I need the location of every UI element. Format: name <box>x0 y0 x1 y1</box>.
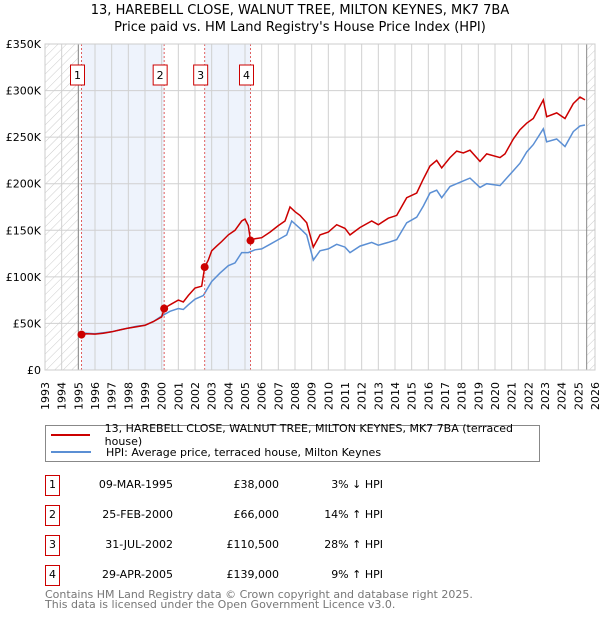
x-tick-label: 2010 <box>322 382 335 410</box>
y-tick-label: £50K <box>13 317 42 330</box>
x-tick-label: 2016 <box>422 382 435 410</box>
price-chart: 1 2 3 4 1993 1994 1995 1996 1997 1998 1999 2000 2001… <box>6 38 600 410</box>
x-tick-label: 1994 <box>56 382 69 410</box>
transaction-number-badge: 4 <box>45 565 60 586</box>
x-tick-label: 2024 <box>556 382 569 410</box>
footer: Contains HM Land Registry data © Crown c… <box>45 588 473 611</box>
sale-marker-box <box>152 64 168 86</box>
y-tick-label: £100K <box>6 271 42 284</box>
y-tick-label: £0 <box>27 364 41 377</box>
x-tick-label: 2018 <box>456 382 469 410</box>
x-tick-label: 1995 <box>72 382 85 410</box>
x-tick-label: 2000 <box>156 382 169 410</box>
transaction-number-badge: 3 <box>45 535 60 556</box>
no-data-region-end <box>586 44 595 370</box>
sale-point <box>160 304 169 313</box>
x-tick-label: 2020 <box>489 382 502 410</box>
x-tick-label: 1998 <box>122 382 135 410</box>
transaction-date: 25-FEB-2000 <box>102 508 173 521</box>
transaction-price: £38,000 <box>233 478 280 491</box>
ownership-shade <box>81 44 165 370</box>
x-tick-label: 1993 <box>39 382 52 410</box>
price-paid-line <box>81 96 586 336</box>
y-tick-label: £350K <box>6 38 42 51</box>
y-tick-label: £150K <box>6 224 42 237</box>
legend: 13, HAREBELL CLOSE, WALNUT TREE, MILTON … <box>45 422 540 462</box>
sale-marker-box <box>193 64 209 86</box>
transaction-hpi-diff: 28% ↑ HPI <box>324 538 383 551</box>
x-tick-label: 1997 <box>106 382 119 410</box>
x-tick-label: 2022 <box>522 382 535 410</box>
x-tick-label: 1999 <box>139 382 152 410</box>
sale-point <box>200 263 209 272</box>
x-tick-label: 2023 <box>539 382 552 410</box>
x-tick-label: 2003 <box>206 382 219 410</box>
legend-label-property: 13, HAREBELL CLOSE, WALNUT TREE, MILTON … <box>104 422 513 448</box>
transaction-date: 29-APR-2005 <box>101 568 173 581</box>
transaction-date: 09-MAR-1995 <box>98 478 173 491</box>
footer-line-2: This data is licensed under the Open Gov… <box>45 598 396 611</box>
legend-item-hpi: HPI: Average price, terraced house, Milt… <box>46 444 381 460</box>
footer-line-1: Contains HM Land Registry data © Crown c… <box>45 588 473 601</box>
sale-marker-box <box>239 64 254 86</box>
x-tick-label: 2007 <box>272 382 285 410</box>
x-tick-label: 2011 <box>339 382 352 410</box>
transaction-hpi-diff: 3% ↓ HPI <box>331 478 383 491</box>
x-tick-label: 2015 <box>406 382 419 410</box>
x-tick-label: 2013 <box>372 382 385 410</box>
ownership-shade <box>204 44 251 370</box>
sale-point <box>246 236 255 245</box>
x-tick-label: 2012 <box>356 382 369 410</box>
x-tick-label: 2017 <box>439 382 452 410</box>
legend-item-property: 13, HAREBELL CLOSE, WALNUT TREE, MILTON … <box>46 422 539 448</box>
transaction-hpi-diff: 14% ↑ HPI <box>324 508 383 521</box>
x-tick-label: 2019 <box>472 382 485 410</box>
plot-frame <box>44 43 596 371</box>
x-tick-label: 2026 <box>589 382 600 410</box>
chart-title: 13, HAREBELL CLOSE, WALNUT TREE, MILTON … <box>90 3 510 18</box>
transaction-hpi-diff: 9% ↑ HPI <box>331 568 383 581</box>
transaction-date: 31-JUL-2002 <box>105 538 173 551</box>
hpi-line <box>81 124 586 335</box>
x-tick-label: 2004 <box>222 382 235 410</box>
x-tick-label: 2005 <box>239 382 252 410</box>
sale-marker-label: 3 <box>197 69 204 82</box>
x-tick-label: 2001 <box>172 382 185 410</box>
x-tick-label: 2021 <box>506 382 519 410</box>
legend-swatch-blue <box>51 451 91 453</box>
transaction-number-badge: 2 <box>45 505 60 526</box>
x-tick-label: 2006 <box>256 382 269 410</box>
sale-point <box>77 330 86 339</box>
x-tick-label: 2009 <box>306 382 319 410</box>
chart-subtitle: Price paid vs. HM Land Registry's House … <box>114 20 486 35</box>
y-tick-label: £250K <box>6 131 42 144</box>
transaction-price: £110,500 <box>226 538 280 551</box>
sale-marker-label: 2 <box>157 69 164 82</box>
transaction-price: £139,000 <box>226 568 280 581</box>
x-tick-label: 2014 <box>389 382 402 410</box>
legend-label-hpi: HPI: Average price, terraced house, Milt… <box>106 445 382 459</box>
sale-marker-label: 1 <box>74 69 81 82</box>
sale-marker-label: 4 <box>243 69 250 82</box>
transaction-number-badge: 1 <box>45 475 60 496</box>
x-tick-label: 2008 <box>289 382 302 410</box>
x-tick-label: 2002 <box>189 382 202 410</box>
x-tick-label: 1996 <box>89 382 102 410</box>
transaction-price: £66,000 <box>233 508 280 521</box>
sale-marker-box <box>70 64 85 86</box>
x-tick-label: 2025 <box>572 382 585 410</box>
y-tick-label: £300K <box>6 85 42 98</box>
y-tick-label: £200K <box>6 178 42 191</box>
legend-swatch-red <box>51 434 90 436</box>
